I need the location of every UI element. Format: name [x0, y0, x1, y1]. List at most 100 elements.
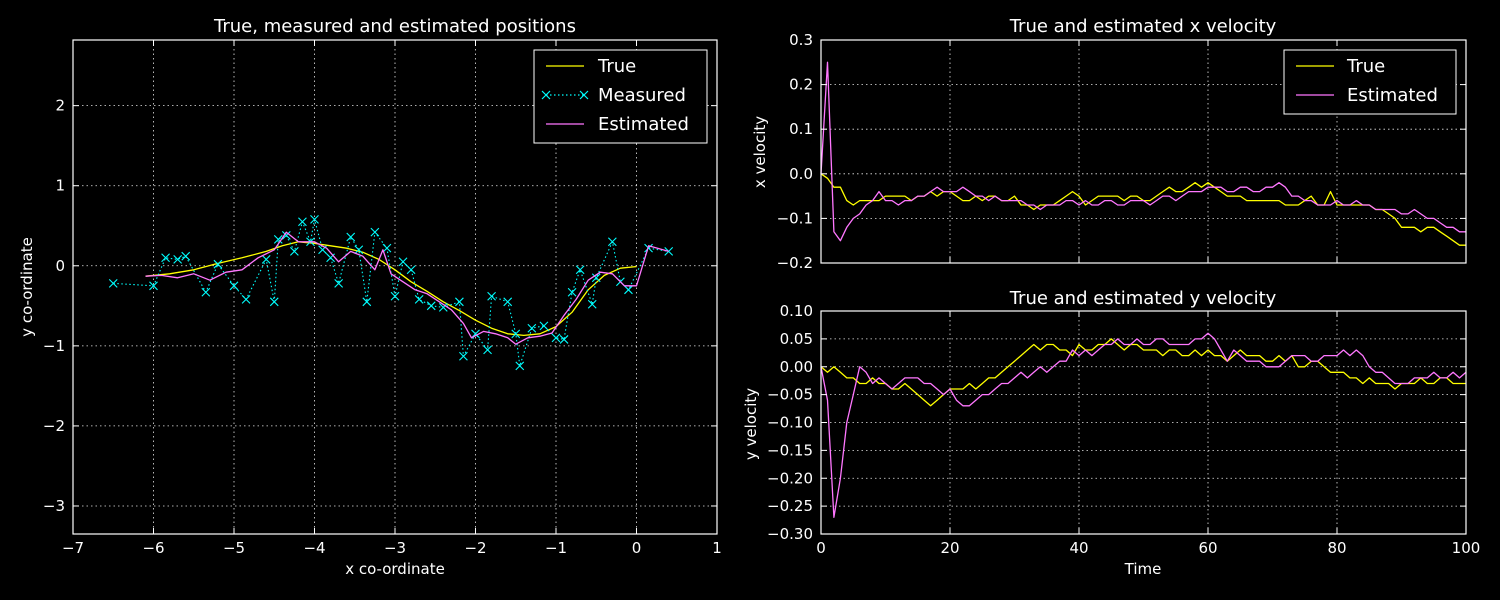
x-velocity-legend: True Estimated	[1283, 49, 1457, 115]
measured-point-marker	[551, 333, 561, 343]
measured-point-marker	[567, 287, 577, 297]
measured-point-marker	[269, 297, 279, 307]
measured-point-marker	[539, 321, 549, 331]
measured-point-marker	[370, 227, 380, 237]
y-velocity-y-tick-label: 0.05	[780, 330, 813, 348]
measured-point-marker	[346, 232, 356, 242]
legend-xv-estimated-label: Estimated	[1347, 85, 1438, 106]
x-velocity-y-axis-label: x velocity	[751, 116, 769, 188]
y-velocity-y-tick-label: −0.20	[767, 469, 813, 487]
positions-y-tick-label: −2	[43, 417, 65, 435]
y-velocity-y-tick-label: −0.30	[767, 525, 813, 543]
legend-measured-label: Measured	[598, 85, 686, 106]
legend-estimated-label: Estimated	[598, 114, 689, 135]
measured-point-marker	[382, 243, 392, 253]
measured-point-marker	[406, 265, 416, 275]
legend-measured-marker-right	[579, 90, 589, 100]
positions-y-tick-label: 2	[55, 97, 65, 115]
x-velocity-series	[820, 61, 1466, 246]
measured-point-marker	[362, 297, 372, 307]
measured-point-marker	[354, 245, 364, 255]
measured-point-marker	[644, 243, 653, 253]
measured-point-marker	[483, 345, 492, 355]
y-velocity-x-tick-label: 100	[1452, 539, 1481, 557]
y-velocity-y-tick-label: −0.15	[767, 441, 813, 459]
positions-x-tick-label: −3	[384, 539, 406, 557]
measured-point-marker	[398, 257, 408, 267]
positions-x-tick-label: −7	[62, 539, 84, 557]
measured-point-marker	[487, 291, 496, 301]
positions-y-tick-label: −3	[43, 497, 65, 515]
measured-point-marker	[229, 281, 239, 291]
x-velocity-y-tick-label: 0.0	[789, 165, 813, 183]
y-velocity-y-tick-label: −0.05	[767, 386, 813, 404]
measured-point-marker	[575, 265, 585, 275]
y-velocity-y-axis-label: y velocity	[742, 388, 760, 460]
x-velocity-y-tick-label: −0.2	[777, 254, 813, 272]
measured-point-marker	[559, 335, 569, 344]
measured-point-marker	[108, 279, 118, 288]
measured-point-marker	[624, 285, 633, 295]
measured-point-marker	[414, 295, 424, 304]
legend-xv-true-label: True	[1346, 56, 1385, 77]
x-velocity-y-tick-label: 0.3	[789, 31, 813, 49]
measured-point-marker	[587, 299, 597, 309]
measured-point-marker	[261, 254, 271, 264]
x-velocity-chart-title: True and estimated x velocity	[1009, 16, 1277, 37]
x-velocity-ticks: −0.2 −0.1 0.0 0.1 0.2 0.3	[777, 31, 1467, 272]
measured-point-marker	[607, 237, 617, 247]
y-velocity-true-line	[820, 338, 1466, 407]
positions-x-tick-label: −5	[223, 539, 245, 557]
y-velocity-x-tick-label: 80	[1327, 539, 1346, 557]
y-velocity-x-axis-label: Time	[1124, 560, 1162, 578]
y-velocity-y-tick-label: 0.00	[780, 358, 813, 376]
x-velocity-y-tick-label: 0.1	[789, 120, 813, 138]
positions-series	[108, 214, 674, 371]
positions-x-tick-label: −2	[464, 539, 486, 557]
y-velocity-x-tick-label: 20	[940, 539, 959, 557]
positions-x-axis-label: x co-ordinate	[345, 560, 445, 578]
positions-estimated-line	[145, 231, 669, 345]
positions-y-axis-label: y co-ordinate	[18, 237, 36, 337]
positions-y-tick-label: −1	[43, 337, 65, 355]
measured-point-marker	[181, 251, 191, 261]
positions-x-tick-label: −6	[142, 539, 164, 557]
measured-point-marker	[438, 303, 448, 312]
measured-point-marker	[310, 214, 319, 224]
measured-point-marker	[527, 323, 537, 333]
y-velocity-x-tick-label: 60	[1198, 539, 1217, 557]
x-velocity-plot-area	[820, 39, 1467, 264]
y-velocity-y-tick-label: −0.25	[767, 497, 813, 515]
y-velocity-series	[820, 332, 1467, 518]
x-velocity-y-tick-label: −0.1	[777, 209, 813, 227]
y-velocity-y-tick-label: 0.10	[780, 302, 813, 320]
measured-point-marker	[511, 329, 521, 339]
legend-measured-marker-left	[541, 90, 551, 100]
measured-point-marker	[515, 361, 525, 371]
measured-point-marker	[273, 234, 283, 244]
measured-point-marker	[455, 297, 464, 307]
positions-x-tick-label: 0	[632, 539, 642, 557]
positions-chart: True, measured and estimated positions x…	[18, 16, 722, 578]
y-velocity-y-tick-label: −0.10	[767, 414, 813, 432]
measured-point-marker	[298, 217, 307, 227]
positions-true-line	[145, 241, 637, 337]
positions-x-tick-label: −4	[303, 539, 325, 557]
legend-true-label: True	[597, 56, 636, 77]
x-velocity-y-tick-label: 0.2	[789, 76, 813, 94]
measured-point-marker	[289, 246, 299, 256]
y-velocity-x-tick-label: 40	[1069, 539, 1088, 557]
y-velocity-chart: True and estimated y velocity Time y vel…	[742, 288, 1480, 578]
measured-point-marker	[281, 230, 291, 240]
measured-point-marker	[173, 254, 183, 264]
measured-point-marker	[149, 281, 158, 291]
positions-legend: True Measured Estimated	[533, 49, 708, 144]
y-velocity-x-tick-label: 0	[816, 539, 826, 557]
y-velocity-ticks: 0 20 40 60 80 100 −0.30 −0.25 −0.20 −0.15 −0.10 −0.…	[767, 302, 1480, 557]
y-velocity-estimated-line	[820, 332, 1467, 518]
positions-y-tick-label: 1	[55, 177, 65, 195]
positions-ticks: −7 −6 −5 −4 −3 −2 −1 0 1 −3 −2 −1 0 1 2	[43, 40, 722, 557]
positions-x-tick-label: −1	[545, 539, 567, 557]
measured-point-marker	[390, 291, 400, 301]
